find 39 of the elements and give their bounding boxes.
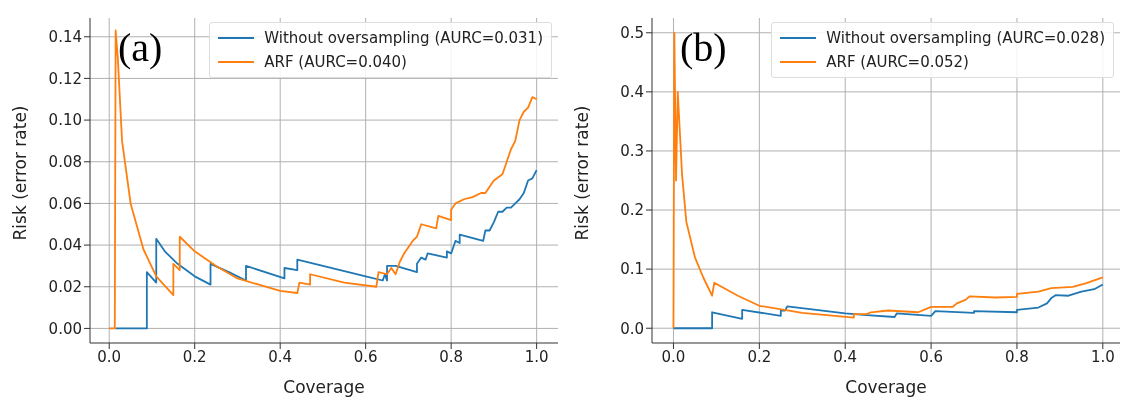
y-tick-label: 0.10: [48, 111, 82, 130]
y-tick-label: 0.02: [48, 278, 82, 297]
y-tick-label: 0.08: [48, 153, 82, 172]
line-series: [114, 169, 538, 330]
x-tick-label: 0.4: [268, 347, 293, 366]
x-axis-title: Coverage: [845, 377, 927, 397]
legend-label: ARF (AURC=0.040): [264, 52, 407, 73]
legend-label: Without oversampling (AURC=0.028): [826, 28, 1105, 49]
x-tick-label: 0.4: [833, 347, 858, 366]
line-series: [672, 283, 1104, 330]
x-tick-label: 1.0: [524, 347, 549, 366]
y-tick-label: 0.14: [48, 28, 82, 47]
legend-label: ARF (AURC=0.052): [826, 52, 969, 73]
y-tick-label: 0.00: [48, 319, 82, 338]
y-tick-label: 0.04: [48, 236, 82, 255]
y-axis-title: Risk (error rate): [572, 105, 593, 241]
y-tick-label: 0.4: [620, 83, 644, 102]
y-axis-title: Risk (error rate): [10, 105, 31, 241]
y-tick-label: 0.12: [48, 69, 82, 88]
x-tick-label: 1.0: [1090, 347, 1115, 366]
y-tick-label: 0.06: [48, 194, 82, 213]
x-tick-label: 0.8: [1005, 347, 1029, 366]
x-tick-label: 0.0: [661, 347, 686, 366]
annotation: (a): [118, 25, 163, 70]
y-tick-label: 0.5: [620, 24, 644, 43]
x-axis-title: Coverage: [283, 377, 365, 397]
y-tick-label: 0.2: [620, 201, 644, 220]
x-tick-label: 0.6: [919, 347, 944, 366]
y-tick-label: 0.3: [620, 142, 644, 161]
x-tick-label: 0.0: [97, 347, 122, 366]
y-tick-label: 0.1: [620, 260, 644, 279]
x-tick-label: 0.8: [439, 347, 464, 366]
x-tick-label: 0.2: [182, 347, 207, 366]
y-tick-label: 0.0: [620, 319, 644, 338]
x-tick-label: 0.6: [353, 347, 378, 366]
line-series: [672, 31, 1104, 330]
annotation: (b): [680, 25, 727, 70]
x-tick-label: 0.2: [747, 347, 772, 366]
legend-label: Without oversampling (AURC=0.031): [264, 28, 543, 49]
